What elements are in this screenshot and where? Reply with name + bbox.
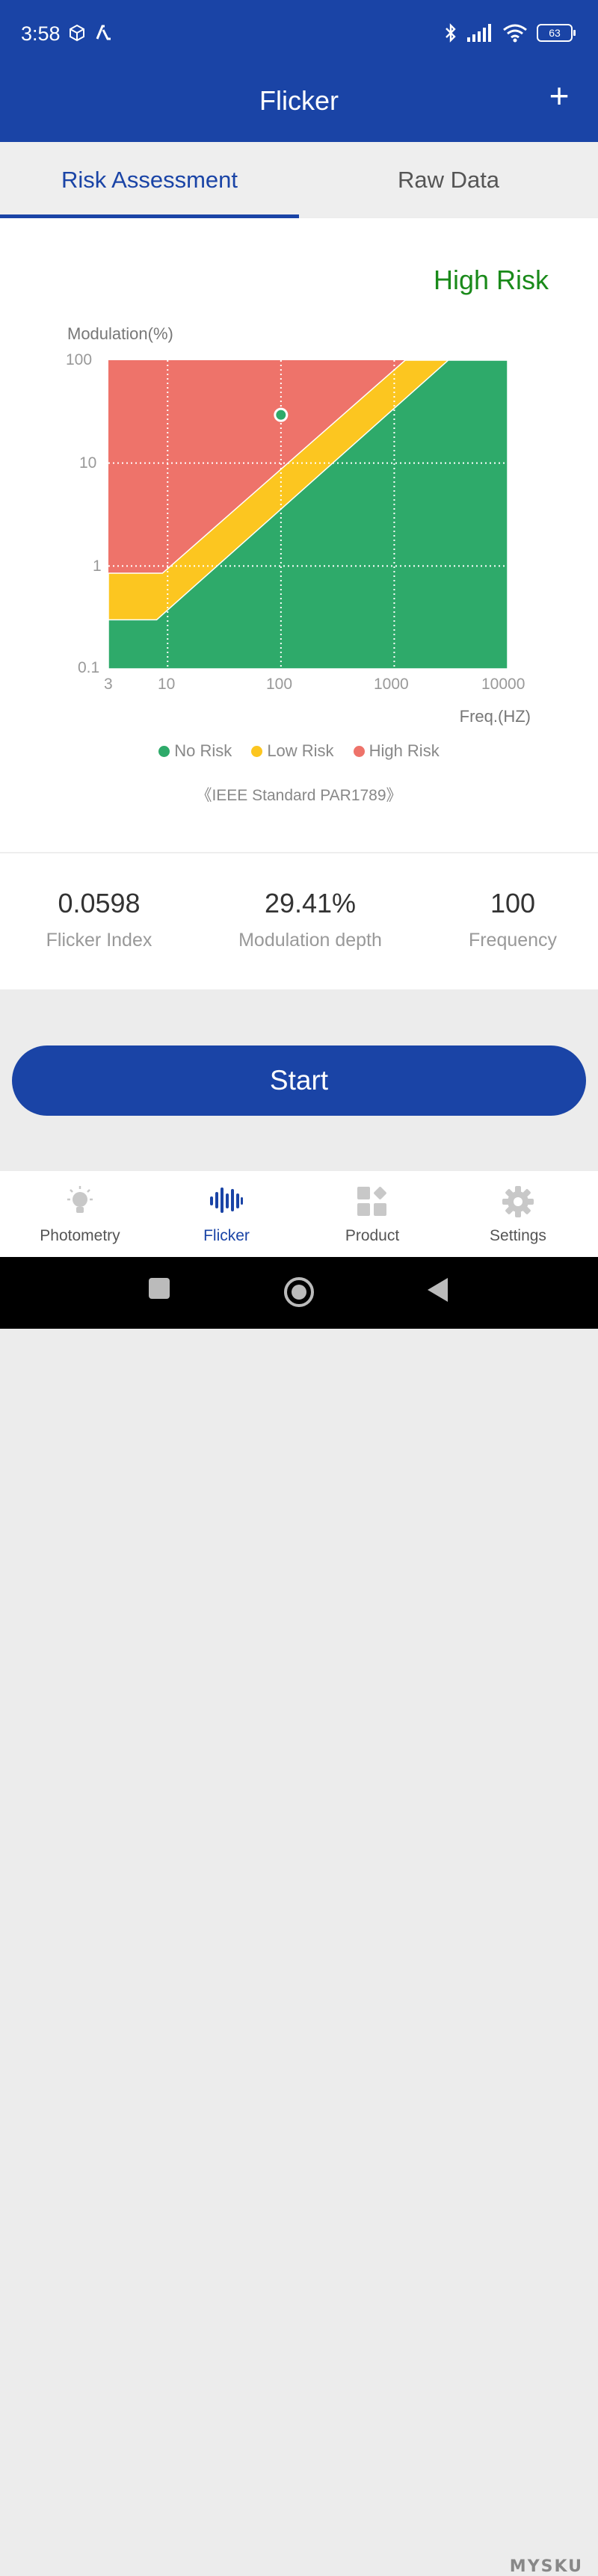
legend-label: High Risk (369, 741, 440, 760)
legend-item-high-risk: High Risk (353, 741, 440, 761)
measurement-stats: 0.0598 Flicker Index 29.41% Modulation d… (0, 853, 598, 989)
no-risk-region (108, 359, 508, 670)
risk-level-label: High Risk (433, 265, 549, 295)
start-button[interactable]: Start (12, 1045, 586, 1116)
legend-label: No Risk (174, 741, 232, 760)
wifi-icon (503, 24, 527, 43)
legend-item-no-risk: No Risk (158, 741, 232, 761)
nav-label: Product (345, 1227, 400, 1244)
back-button-icon[interactable] (425, 1276, 451, 1303)
x-tick-label: 100 (266, 676, 293, 693)
add-button[interactable]: + (549, 76, 570, 115)
x-tick-label: 10 (158, 676, 176, 693)
risk-chart (108, 359, 508, 670)
chart-legend: No Risk Low Risk High Risk (0, 741, 598, 761)
y-tick-label: 0.1 (78, 659, 100, 676)
home-button-icon[interactable] (283, 1276, 315, 1308)
legend-label: Low Risk (267, 741, 334, 760)
nav-item-settings[interactable]: Settings (443, 1171, 593, 1257)
y-tick-label: 1 (93, 557, 102, 575)
stat-flicker-index: 0.0598 Flicker Index (22, 888, 176, 951)
standard-reference: 《IEEE Standard PAR1789》 (196, 787, 402, 804)
stat-label: Modulation depth (238, 930, 382, 951)
y-tick-label: 10 (79, 454, 97, 472)
stat-label: Flicker Index (46, 930, 152, 951)
status-bar: 3:58 63 (0, 0, 598, 72)
grid-icon (357, 1187, 386, 1216)
stat-modulation-depth: 29.41% Modulation depth (217, 888, 404, 951)
legend-swatch (251, 745, 263, 757)
status-time: 3:58 (21, 22, 61, 45)
page-title: Flicker (259, 85, 339, 116)
bluetooth-icon (446, 23, 456, 43)
tab-bar: Risk Assessment Raw Data (0, 142, 598, 217)
nav-item-photometry[interactable]: Photometry (5, 1171, 155, 1257)
nav-label: Flicker (203, 1227, 250, 1244)
nav-label: Settings (490, 1227, 546, 1244)
waveform-icon (210, 1187, 243, 1213)
nav-label: Photometry (40, 1227, 120, 1244)
measurement-point (274, 407, 289, 422)
stat-frequency: 100 Frequency (449, 888, 577, 951)
tab-raw-data[interactable]: Raw Data (397, 166, 500, 193)
chart-y-axis-label: Modulation(%) (67, 324, 173, 343)
bulb-icon (67, 1186, 93, 1213)
legend-item-low-risk: Low Risk (251, 741, 334, 761)
x-tick-label: 1000 (374, 676, 409, 693)
gear-icon (502, 1186, 534, 1217)
stat-value: 0.0598 (58, 888, 141, 918)
tab-risk-assessment[interactable]: Risk Assessment (61, 166, 238, 193)
watermark: MYSKU (509, 2557, 583, 2576)
x-tick-label: 10000 (481, 676, 525, 693)
stat-label: Frequency (468, 930, 558, 951)
signal-icon (467, 24, 491, 42)
system-navigation-bar: MYSKU (0, 1257, 598, 2576)
chart-x-axis-label: Freq.(HZ) (459, 707, 531, 726)
stat-value: 29.41% (264, 888, 357, 918)
recents-button-icon[interactable] (147, 1276, 171, 1300)
legend-swatch (353, 745, 365, 757)
nav-item-product[interactable]: Product (298, 1171, 447, 1257)
app-bar: Flicker + (0, 72, 598, 142)
tab-indicator (0, 214, 299, 218)
x-tick-label: 3 (104, 676, 113, 693)
y-tick-label: 100 (66, 351, 93, 368)
battery-indicator: 63 (537, 24, 576, 42)
nav-item-flicker[interactable]: Flicker (152, 1171, 301, 1257)
risk-assessment-panel: High Risk Modulation(%) 100 10 1 0.1 3 1… (0, 218, 598, 852)
legend-swatch (158, 745, 170, 757)
divider (0, 852, 598, 853)
bottom-navigation: Photometry Flicker Product (0, 1171, 598, 1257)
stat-value: 100 (490, 888, 536, 918)
battery-level: 63 (549, 27, 561, 39)
app-notification-icon (96, 25, 111, 40)
package-icon (70, 24, 84, 42)
